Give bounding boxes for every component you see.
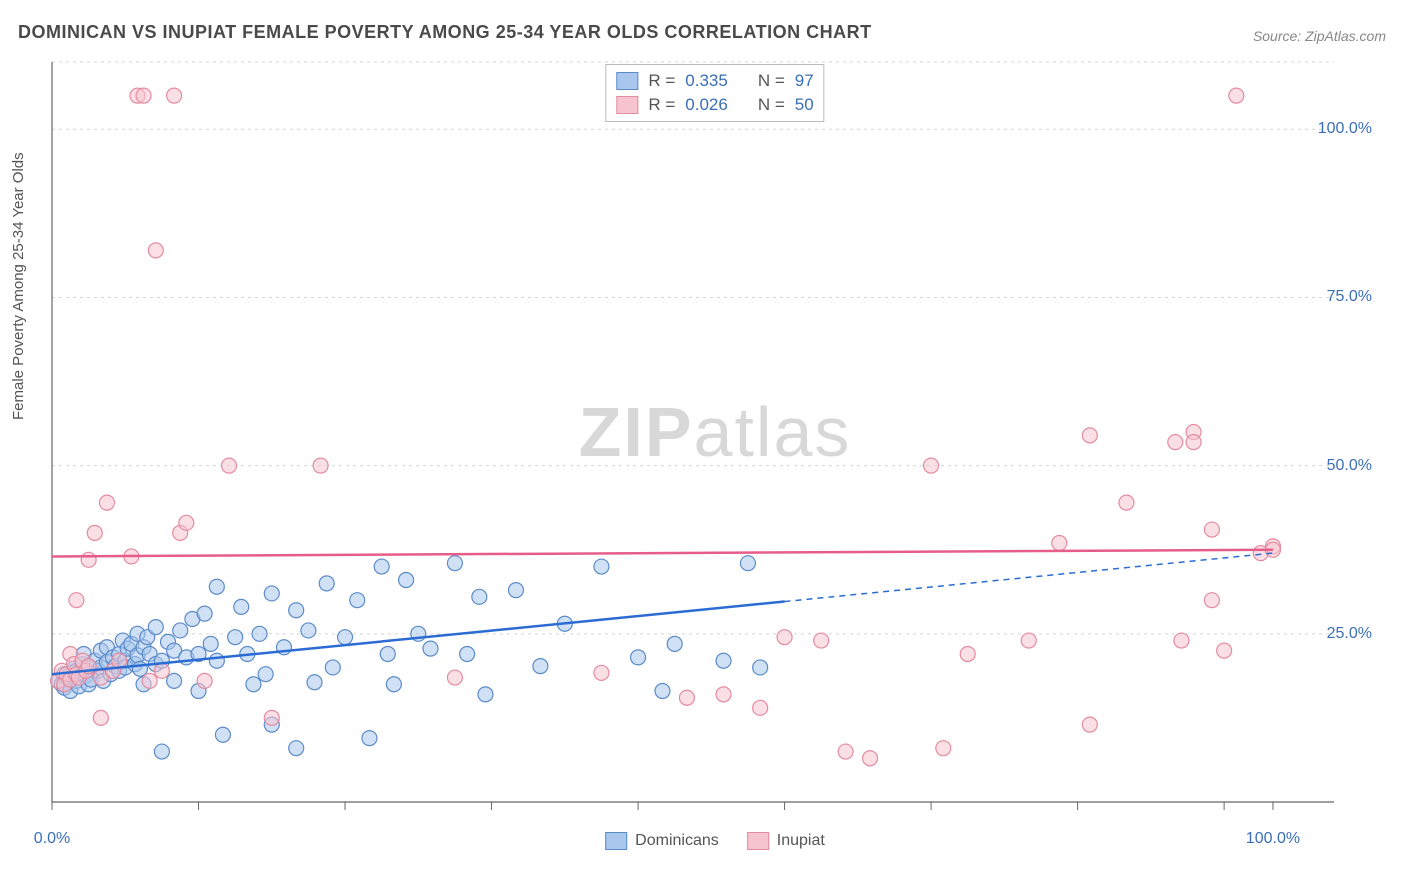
legend-swatch [605, 832, 627, 850]
r-value: 0.335 [685, 71, 728, 91]
chart-title: DOMINICAN VS INUPIAT FEMALE POVERTY AMON… [18, 22, 872, 43]
legend-swatch [616, 72, 638, 90]
n-label: N = [758, 95, 785, 115]
source-label: Source: ZipAtlas.com [1253, 28, 1386, 44]
stats-legend-row: R = 0.026 N = 50 [616, 93, 813, 117]
legend-label: Dominicans [635, 832, 719, 850]
chart-area: ZIPatlas R = 0.335 N = 97 R = 0.026 N = … [50, 60, 1380, 820]
y-tick-label: 75.0% [1327, 288, 1372, 306]
y-tick-label: 50.0% [1327, 457, 1372, 475]
x-tick-label: 0.0% [34, 830, 70, 848]
n-value: 50 [795, 95, 814, 115]
n-label: N = [758, 71, 785, 91]
stats-legend-row: R = 0.335 N = 97 [616, 69, 813, 93]
y-tick-label: 100.0% [1318, 120, 1372, 138]
legend-item: Inupiat [747, 832, 825, 850]
y-axis-label: Female Poverty Among 25-34 Year Olds [10, 152, 27, 420]
legend-item: Dominicans [605, 832, 719, 850]
scatter-plot [50, 60, 1380, 820]
stats-legend: R = 0.335 N = 97 R = 0.026 N = 50 [605, 64, 824, 122]
legend-swatch [616, 96, 638, 114]
r-label: R = [648, 95, 675, 115]
bottom-legend: Dominicans Inupiat [605, 832, 825, 850]
r-label: R = [648, 71, 675, 91]
r-value: 0.026 [685, 95, 728, 115]
y-tick-label: 25.0% [1327, 625, 1372, 643]
n-value: 97 [795, 71, 814, 91]
legend-label: Inupiat [777, 832, 825, 850]
legend-swatch [747, 832, 769, 850]
x-tick-label: 100.0% [1246, 830, 1300, 848]
